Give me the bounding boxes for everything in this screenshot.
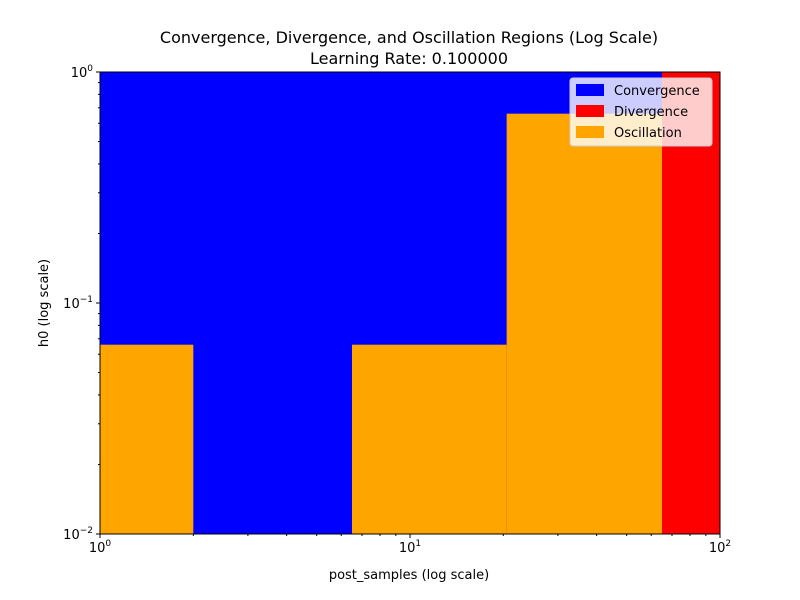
- legend-swatch-divergence: [576, 105, 604, 117]
- legend-label-divergence: Divergence: [614, 105, 688, 120]
- y-tick-label: 10−2: [63, 526, 93, 543]
- region-oscillation-1: [352, 344, 507, 534]
- x-tick-label: 101: [399, 539, 421, 556]
- region-oscillation-0: [100, 344, 194, 534]
- legend-swatch-convergence: [576, 84, 604, 96]
- x-tick-label: 102: [709, 539, 731, 556]
- y-tick-label: 100: [71, 64, 94, 81]
- legend: Convergence Divergence Oscillation: [569, 77, 713, 147]
- legend-label-oscillation: Oscillation: [614, 126, 682, 141]
- x-axis-label: post_samples (log scale): [329, 568, 489, 583]
- chart-subtitle: Learning Rate: 0.100000: [310, 49, 508, 68]
- axis-ticks: 100 101 102 10−2 10−1 100: [63, 64, 731, 556]
- legend-label-convergence: Convergence: [614, 84, 700, 99]
- chart-title: Convergence, Divergence, and Oscillation…: [160, 28, 658, 47]
- y-tick-label: 10−1: [63, 295, 93, 312]
- region-oscillation-2: [506, 113, 663, 534]
- legend-box: [569, 77, 713, 147]
- plot-area: [99, 71, 721, 535]
- x-tick-label: 100: [89, 539, 112, 556]
- region-divergence-3: [662, 72, 720, 534]
- y-axis-label: h0 (log scale): [37, 259, 52, 347]
- legend-swatch-oscillation: [576, 126, 604, 138]
